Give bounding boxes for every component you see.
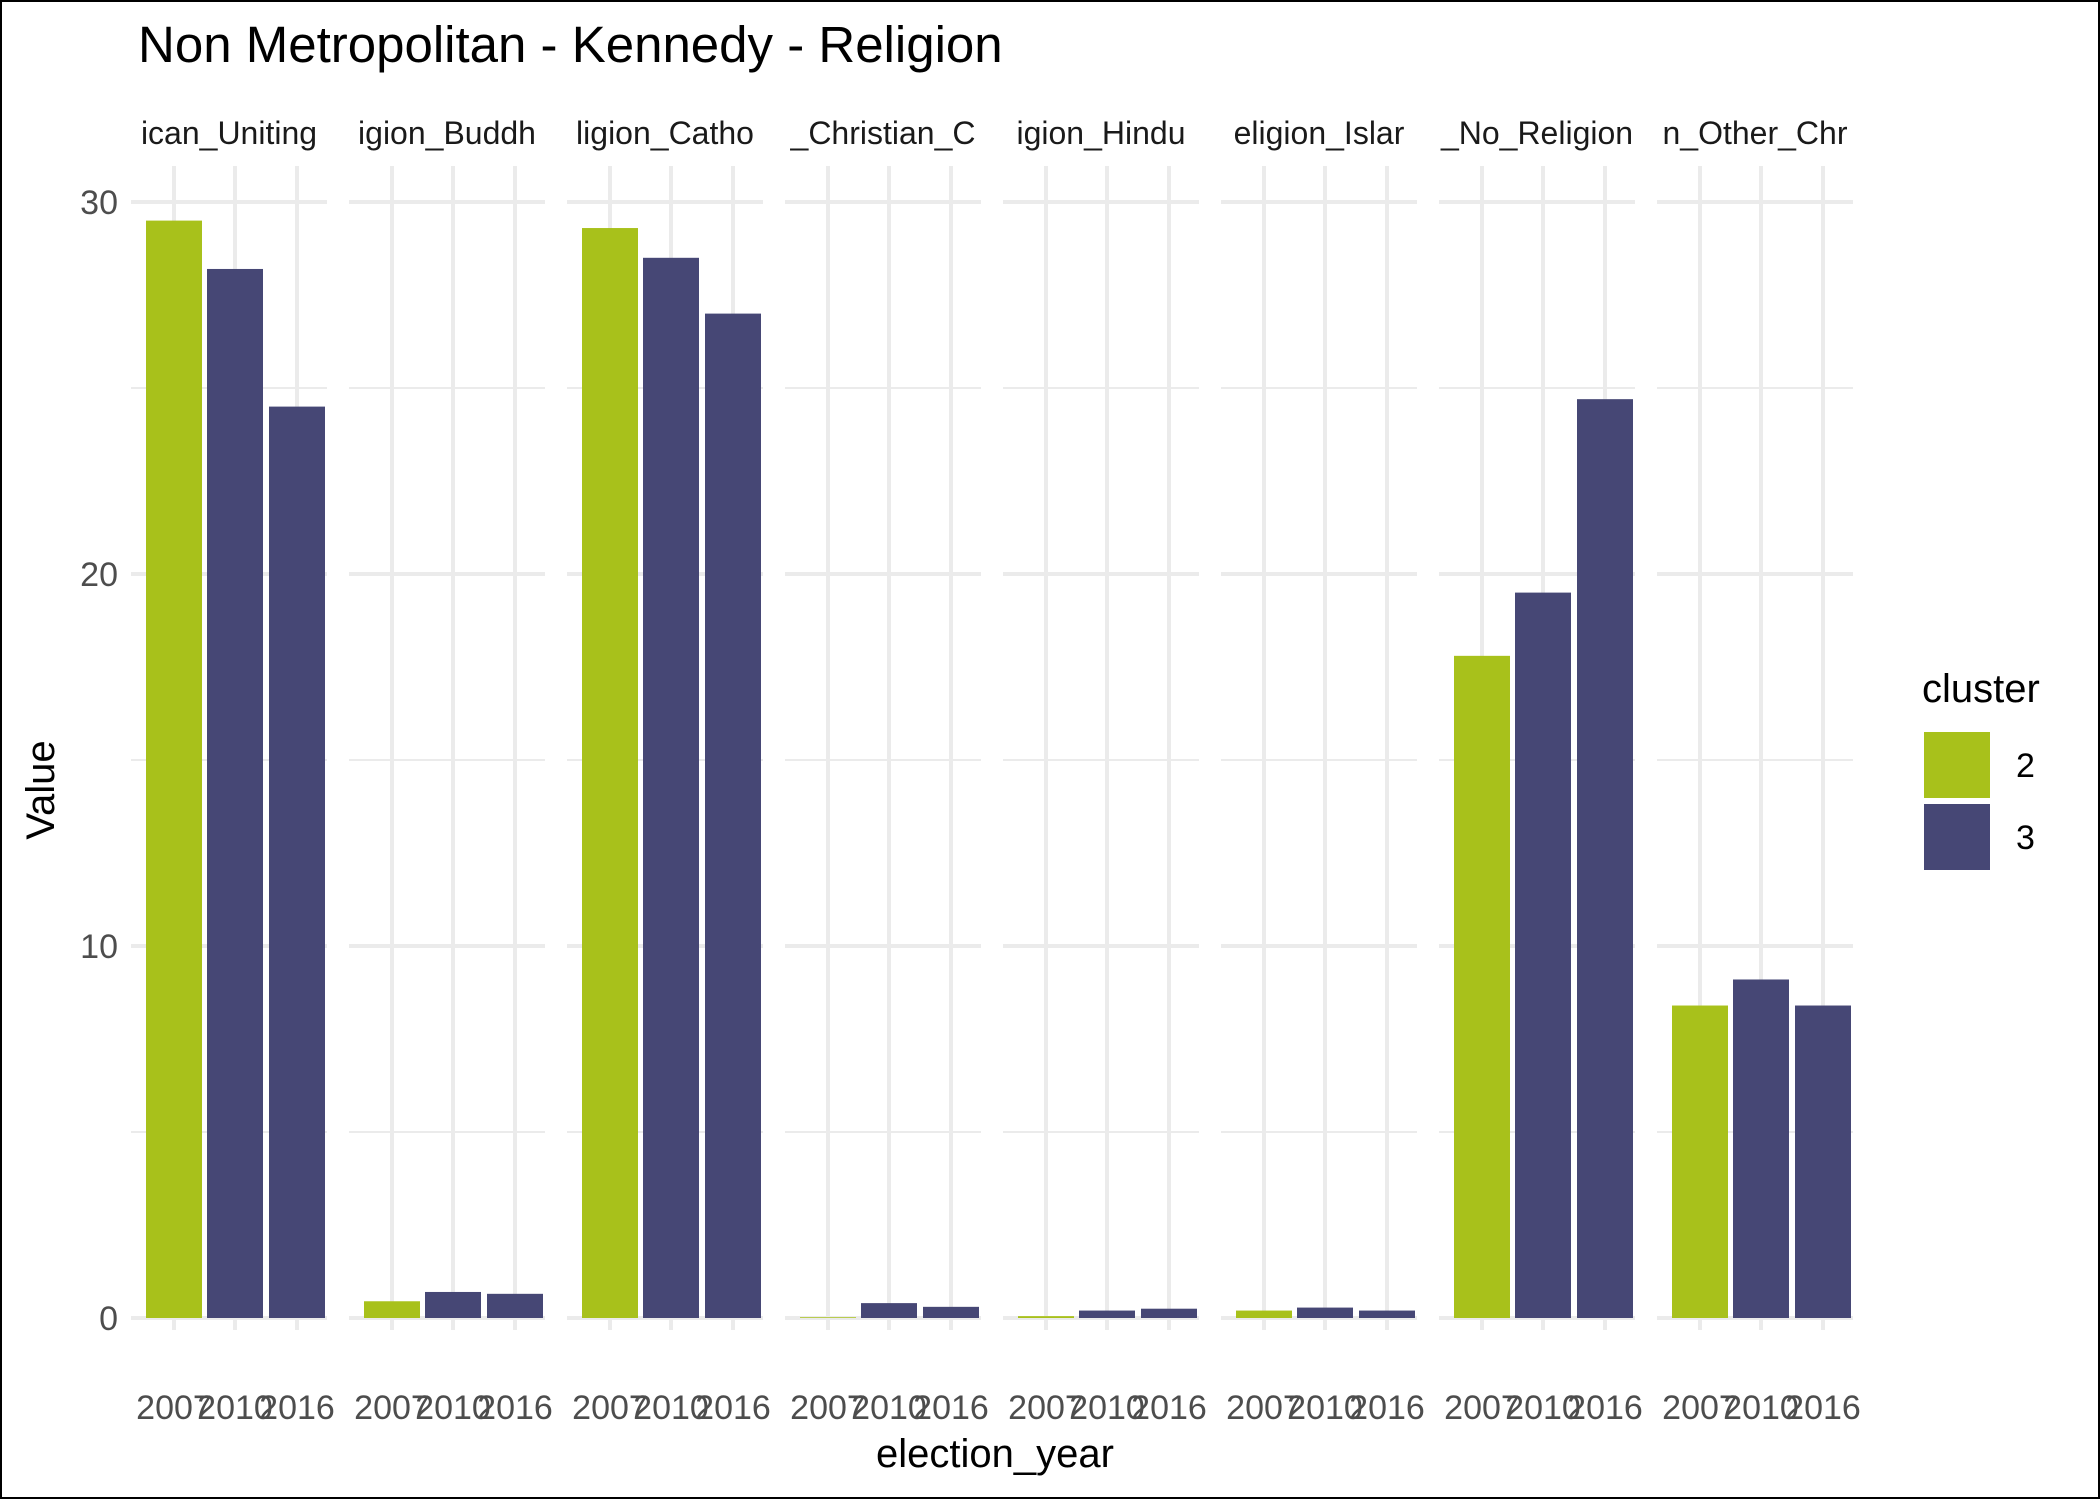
y-tick-label: 10	[80, 928, 118, 966]
x-tick-label: 2016	[913, 1389, 989, 1427]
bar	[1577, 399, 1633, 1318]
x-tick-label: 2007	[1008, 1389, 1084, 1427]
y-tick-label: 20	[80, 556, 118, 594]
x-tick-label: 2010	[633, 1389, 709, 1427]
bar	[1018, 1316, 1074, 1318]
facet-panels: ican_Uniting200720102016igion_Buddh20072…	[131, 115, 1861, 1427]
bar	[643, 257, 699, 1318]
bar	[582, 228, 638, 1318]
x-tick-label: 2016	[695, 1389, 771, 1427]
facet-strip-label: ligion_Catho	[576, 115, 754, 151]
bar	[1795, 1005, 1851, 1318]
bar	[800, 1317, 856, 1318]
x-tick-label: 2007	[136, 1389, 212, 1427]
x-tick-label: 2010	[415, 1389, 491, 1427]
bar	[487, 1293, 543, 1318]
facet-strip-label: ican_Uniting	[141, 115, 317, 151]
x-tick-label: 2007	[1444, 1389, 1520, 1427]
bar	[705, 313, 761, 1319]
bar	[1359, 1310, 1415, 1318]
facet-strip-label: eligion_Islar	[1234, 115, 1405, 151]
bar	[1515, 592, 1571, 1318]
x-tick-label: 2010	[1723, 1389, 1799, 1427]
facet-strip-label: _Christian_C	[790, 115, 976, 151]
y-axis: 0 10 20 30	[80, 184, 118, 1338]
x-tick-label: 2007	[572, 1389, 648, 1427]
x-tick-label: 2007	[1662, 1389, 1738, 1427]
legend: cluster 2 3	[1922, 667, 2040, 870]
x-tick-label: 2016	[477, 1389, 553, 1427]
facet-strip-label: igion_Buddh	[358, 115, 536, 151]
x-tick-label: 2016	[1131, 1389, 1207, 1427]
x-tick-label: 2007	[790, 1389, 866, 1427]
bar	[861, 1303, 917, 1318]
bar	[923, 1306, 979, 1318]
x-tick-label: 2010	[197, 1389, 273, 1427]
bar	[364, 1301, 420, 1318]
x-tick-label: 2010	[1287, 1389, 1363, 1427]
facet-strip-label: _No_Religion	[1440, 115, 1633, 151]
bar	[1672, 1005, 1728, 1318]
x-tick-label: 2007	[354, 1389, 430, 1427]
x-tick-label: 2016	[1349, 1389, 1425, 1427]
chart-title: Non Metropolitan - Kennedy - Religion	[138, 16, 1003, 73]
legend-label: 2	[2016, 747, 2035, 785]
bar	[269, 406, 325, 1319]
legend-title: cluster	[1922, 667, 2040, 711]
bar	[1297, 1307, 1353, 1318]
bar	[1236, 1310, 1292, 1318]
x-tick-label: 2016	[1567, 1389, 1643, 1427]
x-tick-label: 2010	[851, 1389, 927, 1427]
facet-strip-label: igion_Hindu	[1016, 115, 1185, 151]
y-axis-label: Value	[19, 740, 63, 839]
bar	[1141, 1308, 1197, 1318]
bar	[207, 268, 263, 1319]
legend-key	[1924, 804, 1990, 870]
x-tick-label: 2016	[259, 1389, 335, 1427]
legend-label: 3	[2016, 819, 2035, 857]
bar	[425, 1291, 481, 1318]
x-tick-label: 2016	[1785, 1389, 1861, 1427]
bar	[1079, 1310, 1135, 1318]
bar	[146, 220, 202, 1319]
facet-strip-label: n_Other_Chr	[1663, 115, 1848, 151]
x-tick-label: 2007	[1226, 1389, 1302, 1427]
x-tick-label: 2010	[1505, 1389, 1581, 1427]
x-tick-label: 2010	[1069, 1389, 1145, 1427]
y-tick-label: 30	[80, 184, 118, 222]
bar	[1733, 979, 1789, 1318]
legend-key	[1924, 732, 1990, 798]
bar	[1454, 655, 1510, 1318]
y-tick-label: 0	[99, 1300, 118, 1338]
x-axis-label: election_year	[876, 1432, 1114, 1476]
